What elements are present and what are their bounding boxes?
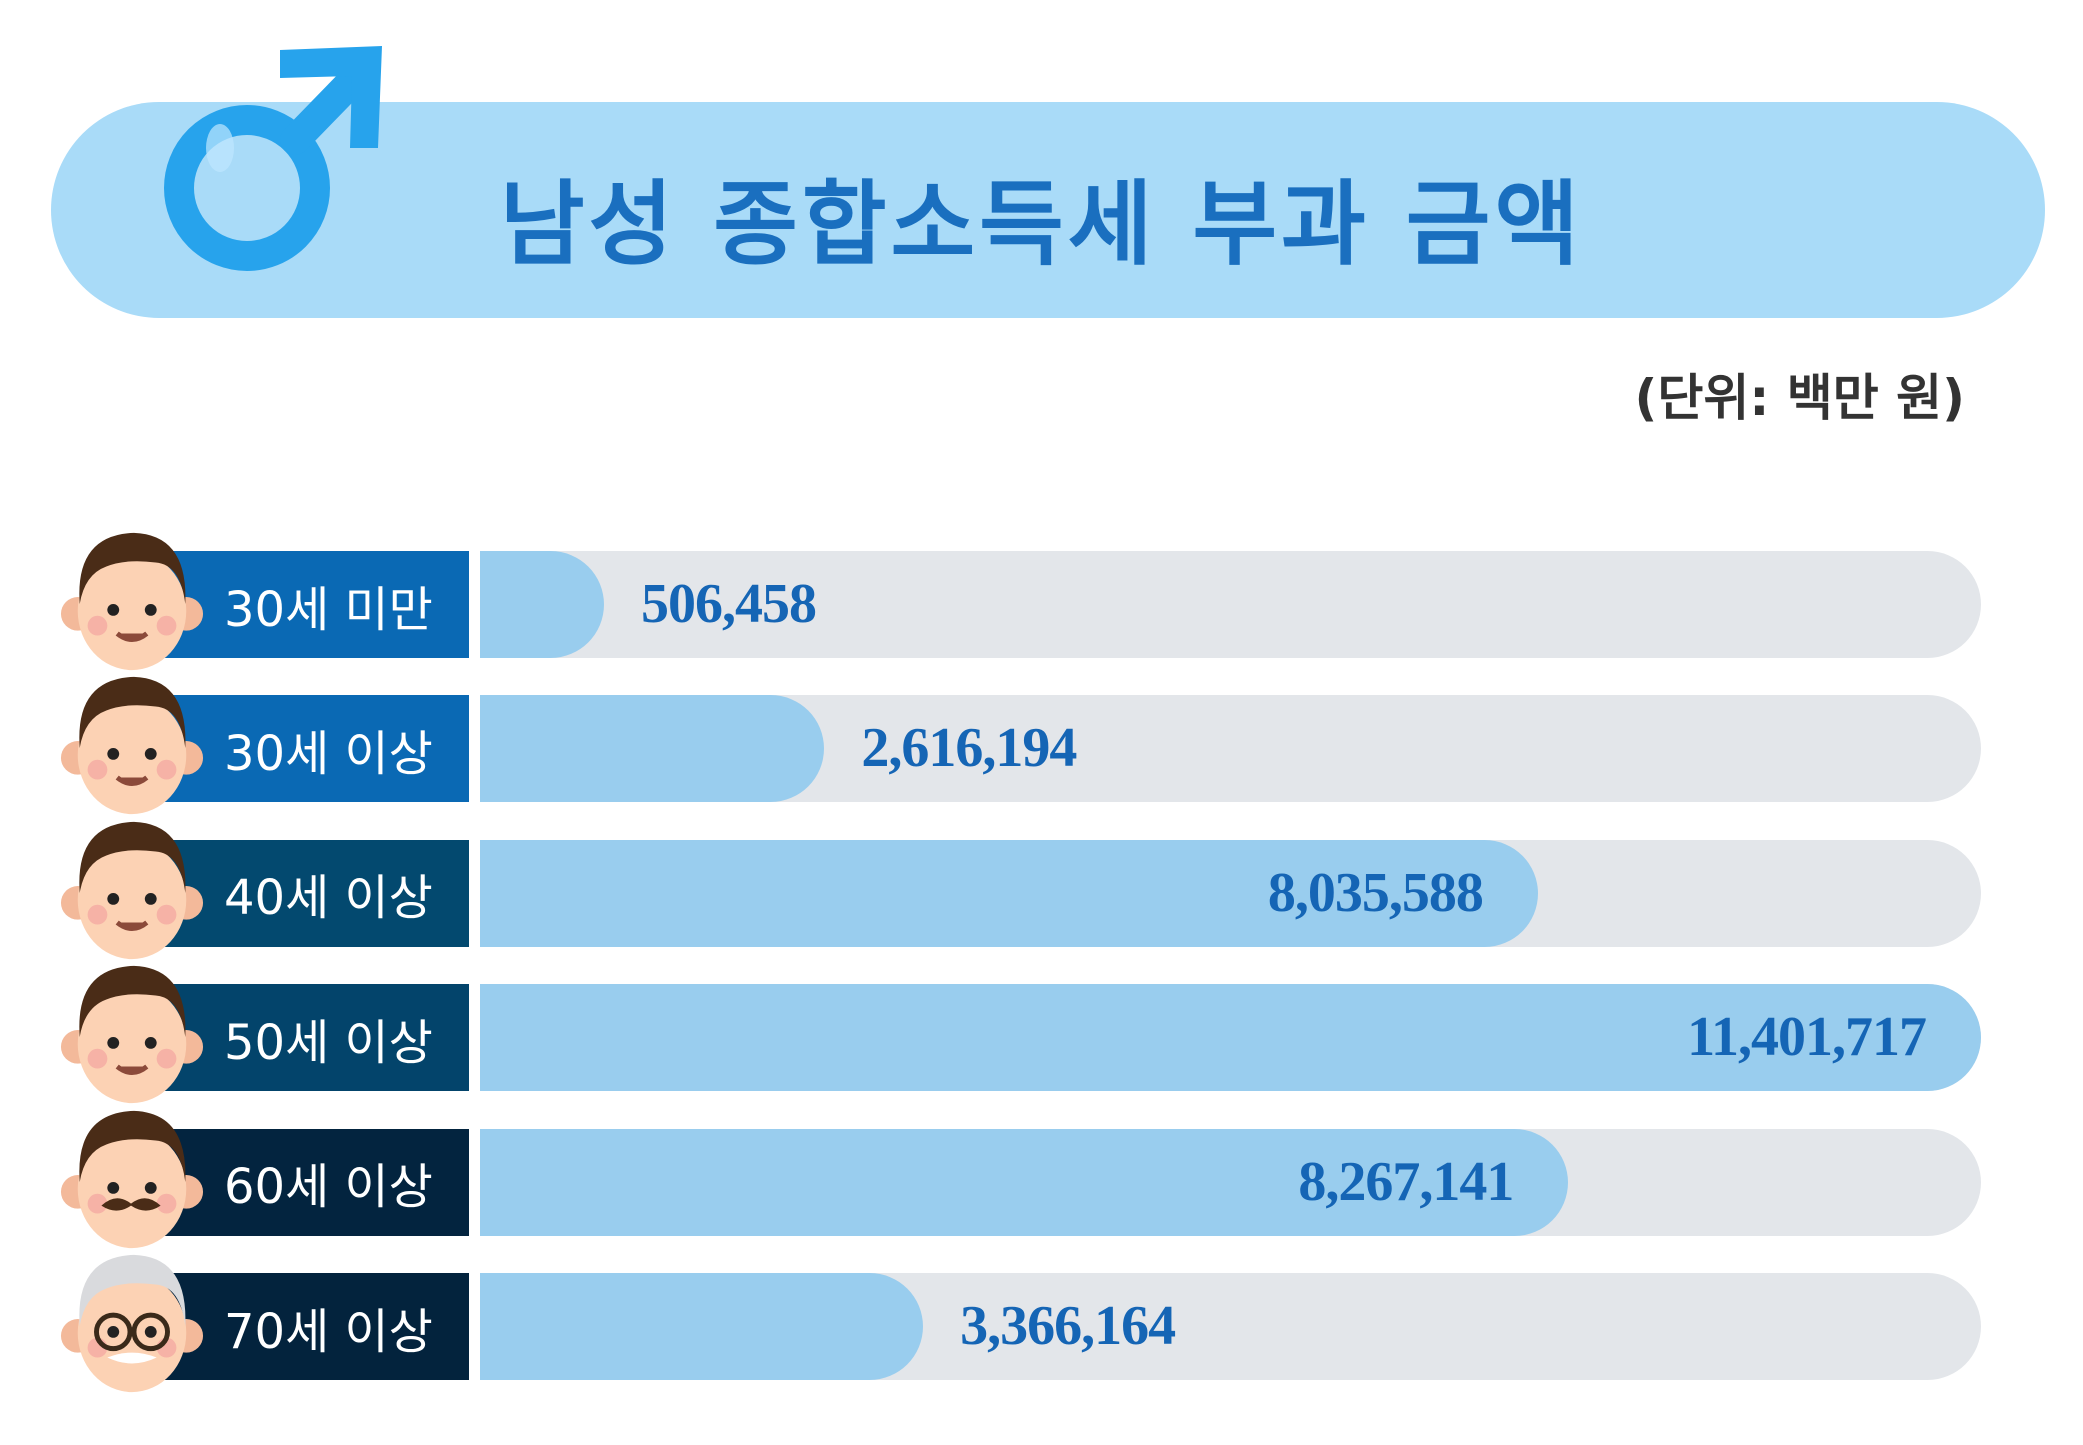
bar-row: 60세 이상 8,267,141 [0, 1110, 2083, 1248]
bar-track: 2,616,194 [480, 695, 1981, 803]
category-label: 40세 이상 [160, 839, 469, 947]
bar-track: 3,366,164 [480, 1273, 1981, 1380]
value-label: 506,458 [641, 573, 817, 635]
unit-label: (단위: 백만 원) [1634, 369, 1965, 427]
middle-aged-man-face-icon [60, 966, 204, 1104]
elderly-man-glasses-face-icon [60, 1254, 204, 1393]
bar-fill [480, 839, 1538, 947]
bar-row: 30세 미만 506,458 [0, 532, 2083, 671]
value-label: 8,267,141 [1298, 1150, 1514, 1213]
category-label: 70세 이상 [160, 1273, 469, 1380]
value-label: 11,401,717 [1687, 1006, 1927, 1069]
category-label: 30세 미만 [160, 551, 469, 658]
bar-fill [480, 551, 604, 658]
bar-track: 8,267,141 [480, 1128, 1981, 1236]
title-banner [51, 102, 2045, 318]
bar-fill [480, 1128, 1569, 1236]
value-label: 8,035,588 [1267, 861, 1484, 924]
bar-fill [480, 1273, 924, 1380]
bar-row: 70세 이상 3,366,164 [0, 1254, 2083, 1393]
bar-fill [480, 984, 1981, 1092]
man-face-icon [60, 821, 204, 959]
bar-track: 506,458 [480, 551, 1981, 658]
bar-row: 30세 이상 2,616,194 [0, 677, 2083, 815]
chart-title: 남성 종합소득세 부과 금액 [499, 171, 1584, 278]
value-label: 2,616,194 [861, 717, 1077, 780]
category-label: 50세 이상 [160, 984, 469, 1092]
boy-bangs-face-icon [60, 677, 204, 815]
bar-track: 11,401,717 [480, 984, 1981, 1092]
male-symbol-icon [164, 46, 382, 271]
category-label: 60세 이상 [160, 1128, 469, 1236]
bar-row: 40세 이상 8,035,588 [0, 821, 2083, 959]
value-label: 3,366,164 [960, 1295, 1176, 1357]
category-label: 30세 이상 [160, 695, 469, 803]
young-boy-face-icon [60, 532, 204, 671]
mustache-man-face-icon [60, 1110, 204, 1248]
bar-fill [480, 695, 825, 803]
bar-row: 50세 이상 11,401,717 [0, 966, 2083, 1104]
bar-track: 8,035,588 [480, 839, 1981, 947]
